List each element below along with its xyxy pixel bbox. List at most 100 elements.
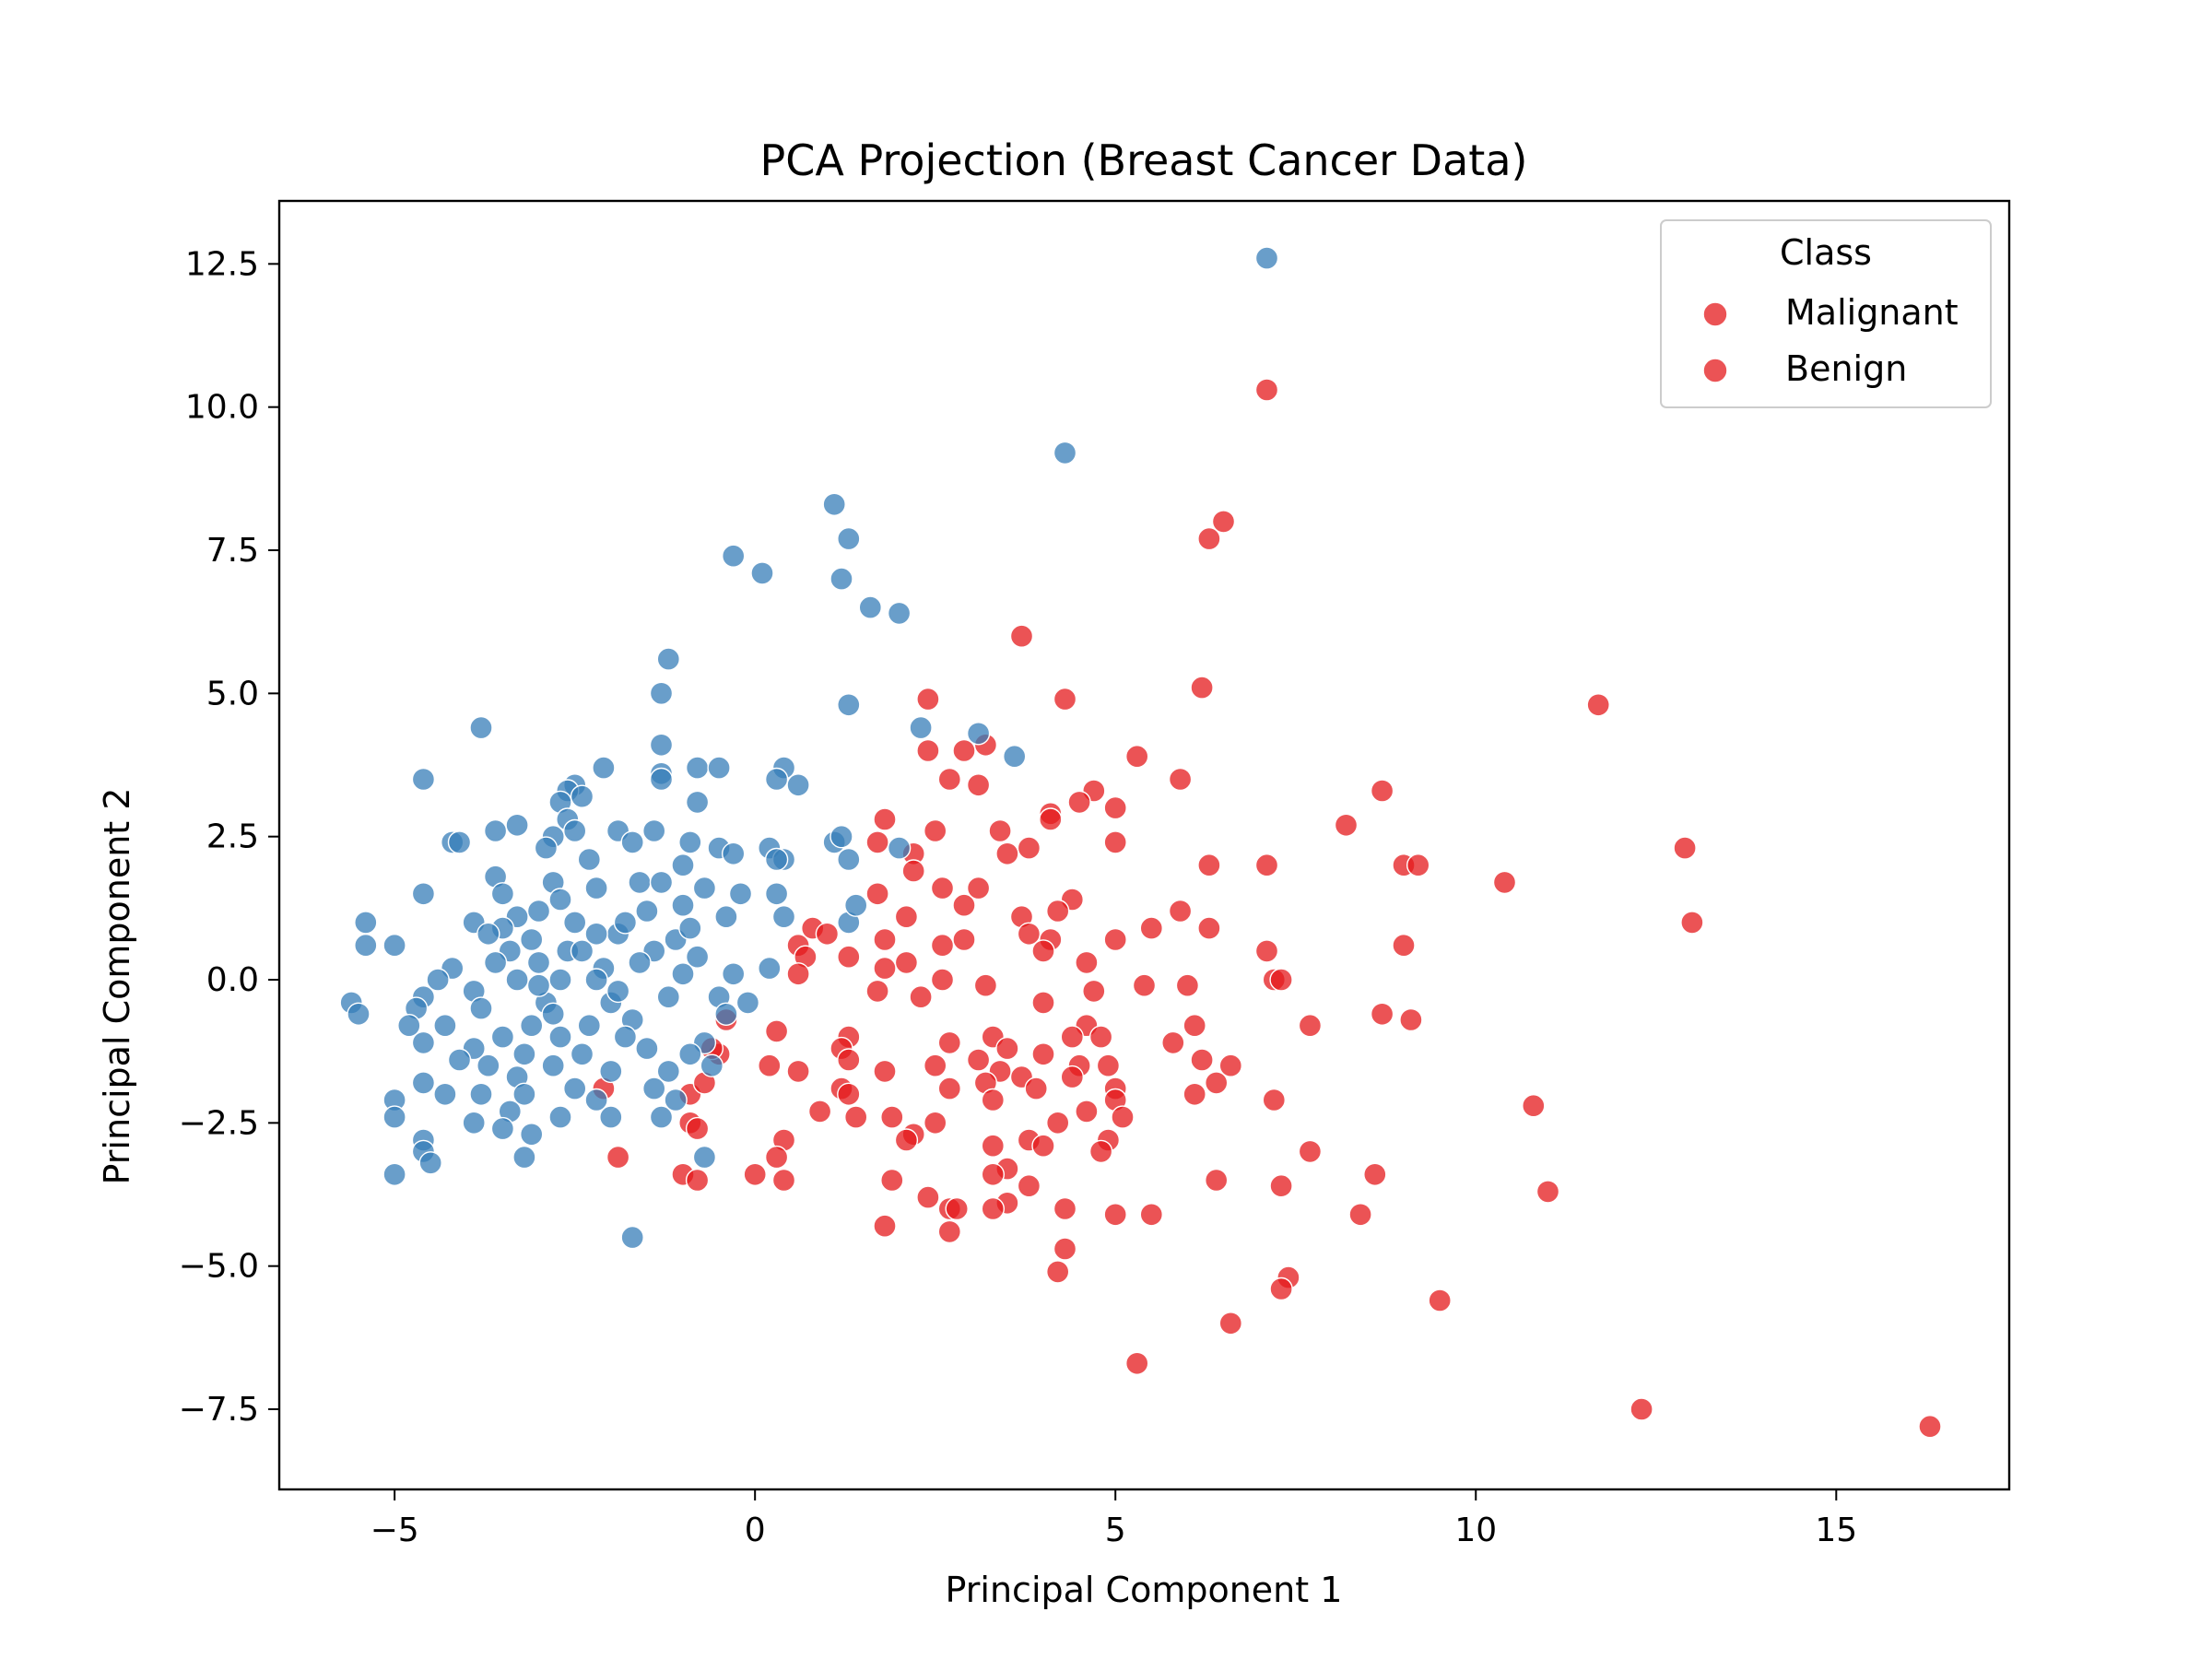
point-benign-112	[433, 1013, 457, 1038]
point-benign-156	[613, 911, 638, 935]
point-malignant-65	[873, 956, 897, 981]
point-benign-92	[505, 968, 529, 992]
point-benign-119	[570, 1042, 594, 1066]
point-benign-135	[512, 1082, 536, 1107]
point-benign-143	[382, 1105, 406, 1129]
point-benign-94	[671, 962, 695, 986]
legend-title: Class	[1780, 232, 1872, 273]
point-benign-82	[382, 933, 406, 958]
point-benign-29	[685, 790, 710, 815]
point-malignant-160	[1218, 1312, 1243, 1335]
point-malignant-86	[1088, 1025, 1113, 1049]
x-tick-label-1: 0	[745, 1512, 766, 1549]
chart-title: PCA Projection (Breast Cancer Data)	[760, 135, 1528, 185]
point-benign-152	[692, 1145, 717, 1170]
point-malignant-70	[1175, 973, 1200, 997]
point-benign-100	[656, 984, 680, 1009]
point-benign-113	[490, 1025, 515, 1049]
point-malignant-20	[1039, 807, 1063, 831]
point-benign-161	[483, 950, 508, 975]
point-benign-115	[613, 1025, 638, 1049]
point-malignant-64	[894, 950, 919, 975]
point-malignant-15	[1370, 779, 1394, 803]
point-benign-128	[700, 1053, 724, 1077]
point-malignant-62	[837, 945, 861, 969]
point-benign-141	[599, 1105, 623, 1129]
x-tick-label-3: 10	[1454, 1512, 1497, 1549]
point-malignant-27	[1017, 836, 1041, 860]
point-malignant-150	[1139, 1203, 1164, 1227]
point-benign-20	[592, 756, 616, 780]
point-malignant-60	[1392, 933, 1416, 958]
point-malignant-31	[1254, 853, 1279, 877]
point-benign-57	[628, 870, 652, 895]
point-benign-7	[858, 595, 882, 619]
point-malignant-18	[1103, 795, 1127, 820]
point-benign-24	[786, 773, 810, 797]
point-malignant-161	[1124, 1351, 1149, 1376]
point-malignant-144	[916, 1185, 940, 1209]
point-benign-49	[764, 847, 789, 872]
point-malignant-51	[1017, 922, 1041, 946]
point-benign-67	[635, 899, 659, 924]
y-tick-label-7: 10.0	[185, 389, 259, 427]
point-malignant-59	[1254, 939, 1279, 963]
point-malignant-76	[1031, 991, 1055, 1015]
legend-label-benign: Benign	[1785, 348, 1907, 389]
point-benign-11	[837, 693, 861, 717]
point-malignant-30	[865, 830, 889, 854]
y-tick-label-0: −7.5	[179, 1391, 259, 1429]
point-benign-33	[483, 818, 508, 843]
point-benign-34	[563, 818, 587, 843]
point-benign-75	[844, 893, 868, 917]
point-benign-81	[678, 916, 702, 940]
point-benign-132	[411, 1071, 436, 1095]
point-benign-3	[837, 526, 861, 551]
point-malignant-34	[1406, 853, 1430, 877]
point-malignant-131	[1088, 1139, 1113, 1164]
y-tick-label-3: 0.0	[206, 961, 259, 999]
point-malignant-147	[945, 1196, 969, 1221]
point-malignant-29	[995, 841, 1019, 865]
point-malignant-37	[966, 876, 991, 900]
point-malignant-26	[1673, 836, 1697, 860]
point-benign-44	[830, 825, 853, 849]
point-malignant-1	[1211, 510, 1236, 534]
point-malignant-96	[1096, 1053, 1121, 1077]
point-benign-53	[671, 853, 695, 877]
point-malignant-23	[924, 818, 947, 843]
point-benign-107	[520, 1013, 544, 1038]
y-tick-label-2: −2.5	[179, 1104, 259, 1142]
point-malignant-98	[1218, 1053, 1243, 1077]
point-benign-76	[354, 911, 378, 935]
point-malignant-41	[952, 893, 976, 917]
point-benign-157	[526, 973, 551, 997]
point-malignant-9	[952, 738, 976, 763]
point-benign-71	[563, 911, 587, 935]
point-malignant-113	[981, 1088, 1006, 1112]
point-malignant-97	[924, 1053, 947, 1077]
point-malignant-55	[952, 927, 976, 952]
point-benign-159	[628, 950, 652, 975]
point-benign-47	[722, 841, 746, 865]
point-malignant-88	[1161, 1030, 1185, 1055]
point-benign-93	[584, 968, 608, 992]
point-benign-87	[526, 950, 551, 975]
point-malignant-121	[1045, 1111, 1070, 1135]
point-benign-12	[469, 715, 493, 740]
point-malignant-11	[1124, 745, 1149, 769]
legend-marker-malignant	[1702, 301, 1728, 327]
point-benign-145	[490, 1116, 515, 1141]
point-benign-91	[758, 956, 782, 981]
x-tick-label-0: −5	[371, 1512, 419, 1549]
point-malignant-105	[1204, 1071, 1229, 1095]
point-benign-111	[397, 1013, 421, 1038]
point-malignant-44	[894, 905, 919, 929]
point-malignant-162	[1630, 1397, 1653, 1421]
point-benign-15	[649, 733, 674, 757]
point-malignant-129	[981, 1134, 1006, 1158]
point-benign-38	[534, 836, 559, 860]
point-malignant-6	[1053, 687, 1077, 712]
point-malignant-139	[1363, 1162, 1387, 1187]
